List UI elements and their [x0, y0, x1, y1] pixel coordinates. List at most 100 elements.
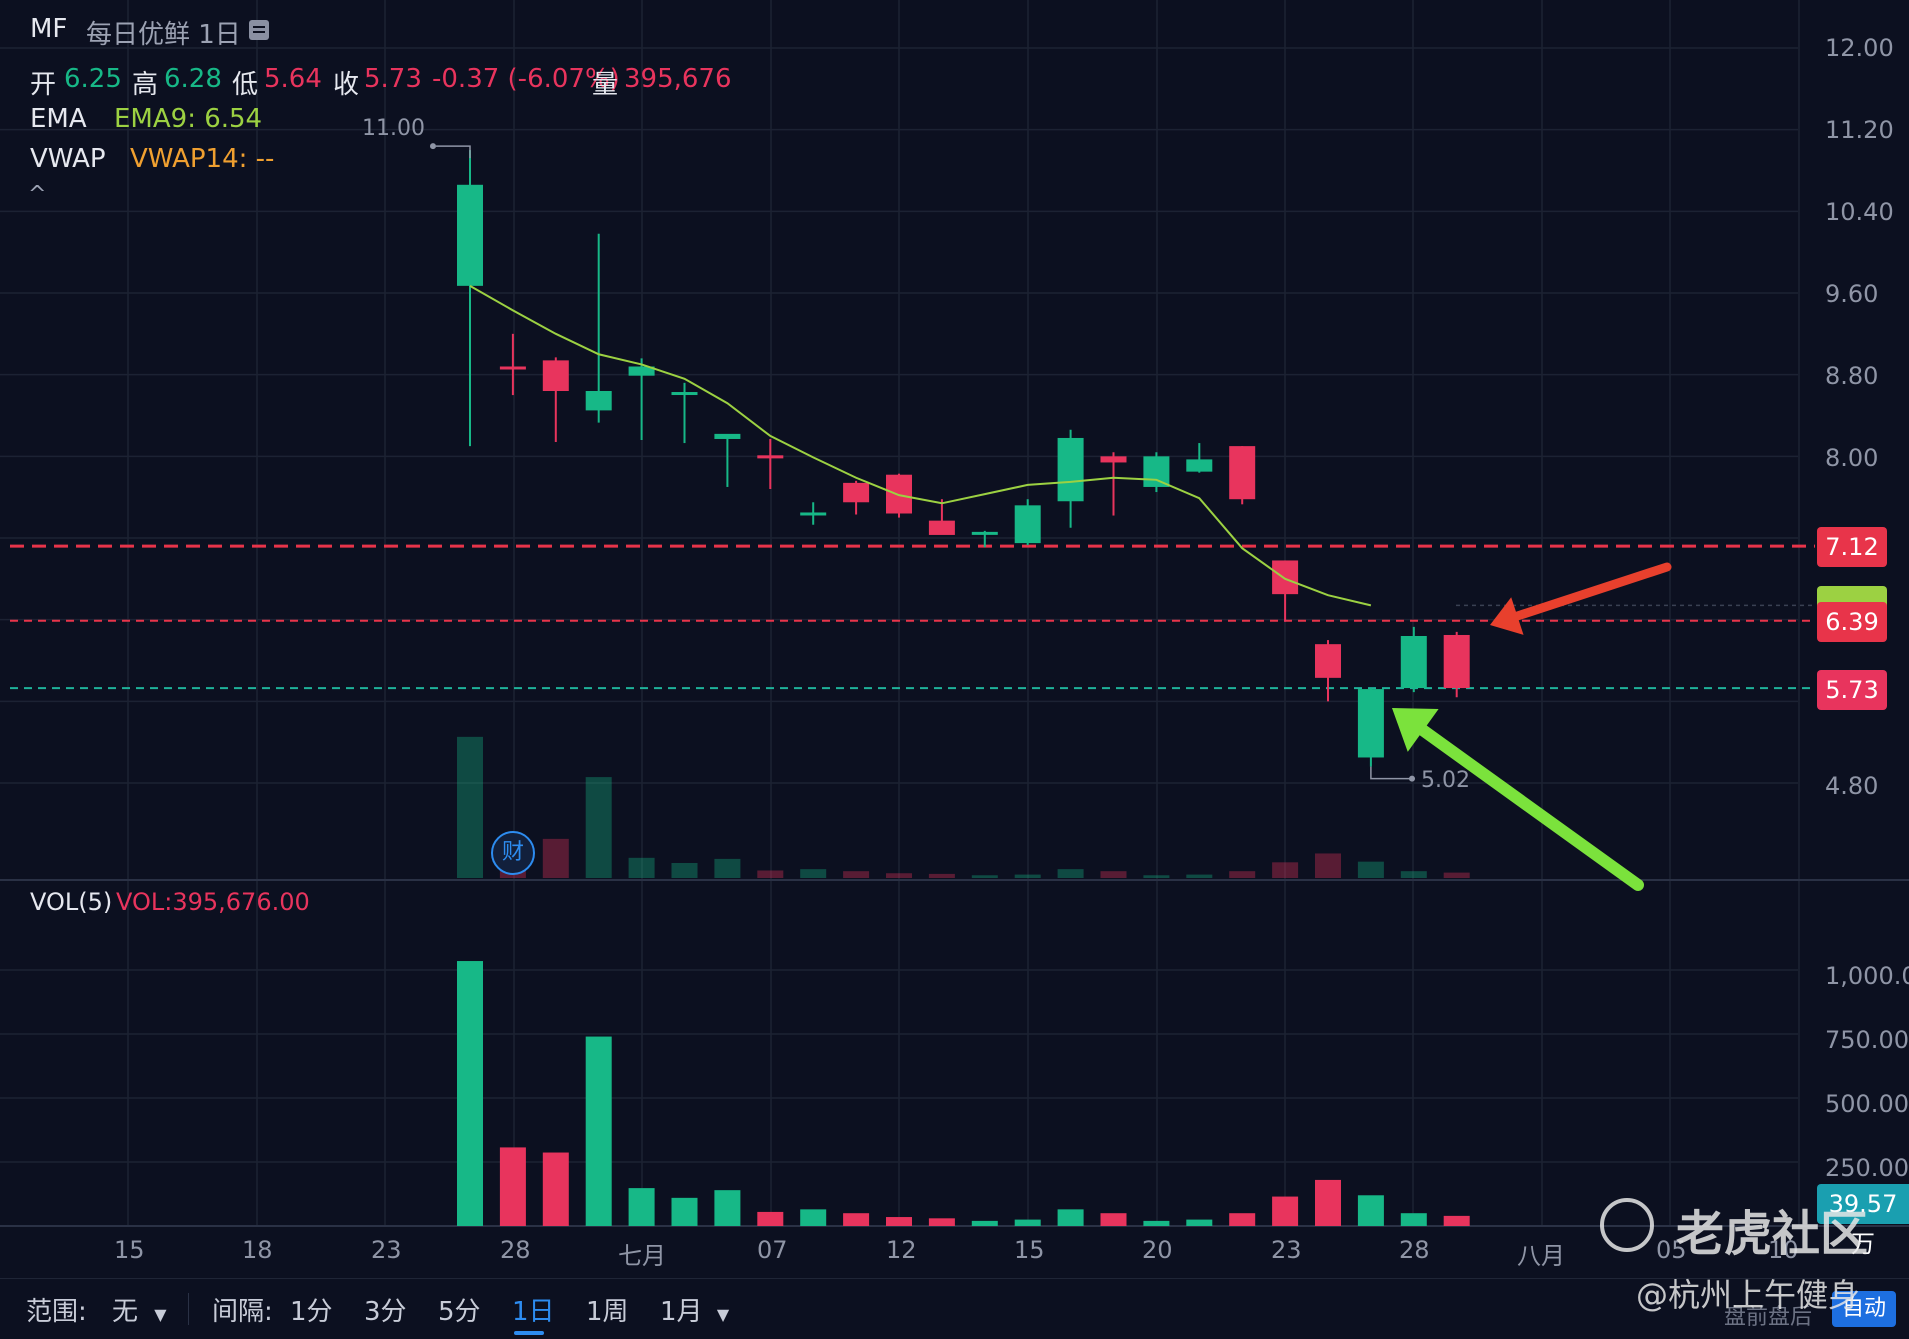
auto-scale-button[interactable]: 自动 [1832, 1291, 1897, 1327]
overlay-volume-bar [971, 875, 998, 878]
candle-body [1400, 636, 1427, 689]
interval-1month-label: 1月 [660, 1297, 703, 1327]
stock-name: 每日优鲜 1日 [86, 20, 241, 50]
vwap-label[interactable]: VWAP [30, 144, 106, 174]
range-select[interactable]: 无 ▼ [112, 1291, 167, 1328]
volume-bar [714, 1190, 741, 1226]
volume-bar [1229, 1213, 1256, 1226]
candle-body [971, 531, 998, 535]
volume-bar [671, 1197, 698, 1226]
candle-body [628, 366, 655, 376]
interval-1week[interactable]: 1周 [586, 1297, 629, 1327]
close-label: 收 [333, 70, 360, 100]
volume-axis-label: 500.00万 [1825, 1090, 1909, 1118]
volume-bar [1443, 1215, 1470, 1226]
candle-body [1315, 644, 1341, 678]
price-axis-label: 11.20 [1825, 116, 1894, 144]
price-axis-label: 9.60 [1825, 280, 1879, 308]
volume-bar [971, 1220, 998, 1226]
price-line-tag-712[interactable]: 7.12 [1817, 527, 1887, 567]
high-marker-label: 11.00 [362, 116, 425, 141]
candle-body [1143, 456, 1170, 487]
volume-bar [886, 1217, 912, 1226]
ema-price-tag [1817, 586, 1887, 606]
volume-bar [843, 1213, 870, 1226]
price-line-tag-639[interactable]: 6.39 [1817, 602, 1887, 642]
volume-bar [1014, 1219, 1041, 1226]
date-axis-label: 七月 [618, 1242, 666, 1270]
change-value: -0.37 (-6.07%) [432, 64, 620, 94]
date-axis-label: 28 [500, 1236, 531, 1264]
volume-bar [585, 1036, 612, 1226]
volume-bar [1357, 1195, 1384, 1226]
candle-body [714, 433, 741, 439]
overlay-volume-bar [1057, 869, 1084, 878]
volume-bar [1143, 1220, 1170, 1226]
volume-axis-label: 250.00万 [1825, 1154, 1909, 1182]
candle-body [457, 184, 483, 286]
interval-3min[interactable]: 3分 [364, 1297, 407, 1327]
date-axis-label: 10 [1768, 1236, 1799, 1264]
low-marker-line [1370, 766, 1410, 780]
low-value: 5.64 [264, 64, 322, 94]
date-axis-label: 07 [757, 1236, 788, 1264]
volume-last-tag: 39.57万 [1817, 1184, 1909, 1258]
green-arrow [1392, 708, 1644, 891]
overlay-volume-bar [928, 873, 955, 878]
overlay-volume-bar [1143, 875, 1170, 878]
overlay-volume-bar [1229, 871, 1256, 878]
chevron-down-icon: ▼ [154, 1305, 167, 1324]
date-axis-label: 23 [1271, 1236, 1302, 1264]
interval-5min[interactable]: 5分 [438, 1297, 481, 1327]
open-label: 开 [30, 70, 57, 100]
date-axis-label: 20 [1142, 1236, 1173, 1264]
date-axis-label: 05 [1656, 1236, 1687, 1264]
overlay-volume-bar [1357, 861, 1384, 878]
red-arrow [1490, 562, 1672, 635]
high-label: 高 [132, 70, 159, 100]
high-marker-line [436, 145, 471, 159]
overlay-volume-bar [542, 838, 569, 878]
interval-1month[interactable]: 1月 ▼ [660, 1291, 729, 1328]
high-marker-dot [430, 143, 436, 150]
volume-label: 量 [592, 70, 619, 100]
chevron-down-icon: ▼ [716, 1305, 730, 1324]
date-axis-label: 15 [1014, 1236, 1045, 1264]
range-value: 无 [112, 1297, 139, 1327]
overlay-volume-bar [757, 870, 784, 878]
candle-body [671, 392, 698, 396]
collapse-icon[interactable]: ^ [28, 182, 47, 207]
earnings-badge[interactable]: 财 [491, 831, 535, 875]
volume-axis-label: 750.00万 [1825, 1026, 1909, 1054]
volume-panel-title[interactable]: VOL(5) [30, 888, 113, 916]
overlay-volume-bar [1100, 871, 1127, 878]
ema-label[interactable]: EMA [30, 104, 87, 134]
volume-bar [1272, 1196, 1299, 1226]
overlay-volume-bar [886, 873, 912, 878]
candle-body [928, 520, 955, 535]
volume-bar [1400, 1213, 1427, 1226]
range-label: 范围: [26, 1297, 87, 1327]
candle-body [542, 360, 569, 391]
overlay-volume-bar [457, 736, 483, 878]
ema-value: EMA9: 6.54 [114, 104, 263, 134]
candle-body [757, 455, 784, 459]
volume-axis-label: 1,000.00万 [1825, 962, 1909, 990]
candle-body [1272, 560, 1299, 595]
interval-1day[interactable]: 1日 [512, 1297, 555, 1327]
candle-body [1100, 456, 1127, 463]
low-label: 低 [232, 70, 259, 100]
candle-body [585, 391, 612, 411]
price-axis-label: 12.00 [1825, 34, 1894, 62]
ema9-line [469, 284, 1372, 607]
interval-1min[interactable]: 1分 [290, 1297, 333, 1327]
menu-icon[interactable] [249, 20, 269, 40]
tiger-logo-icon [1600, 1198, 1654, 1252]
date-axis-label: 12 [886, 1236, 917, 1264]
volume-value: 395,676 [624, 64, 732, 94]
price-axis-label: 8.00 [1825, 444, 1879, 472]
close-value: 5.73 [364, 64, 422, 94]
session-toggle[interactable]: 盘前盘后 [1724, 1305, 1813, 1330]
price-axis-label: 10.40 [1825, 198, 1894, 226]
